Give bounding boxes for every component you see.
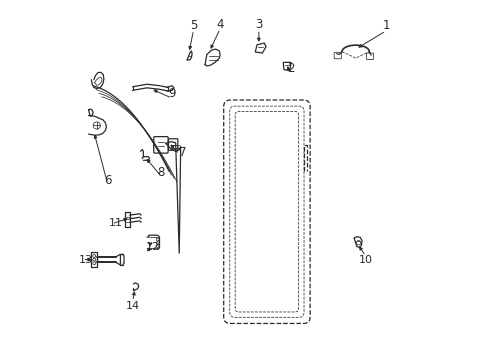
Text: 14: 14 <box>125 301 140 311</box>
Text: 10: 10 <box>358 255 372 265</box>
Text: 6: 6 <box>103 174 111 186</box>
Text: 1: 1 <box>382 19 389 32</box>
Text: 7: 7 <box>179 145 186 158</box>
Text: 8: 8 <box>157 166 164 179</box>
Text: 13: 13 <box>79 255 93 265</box>
Text: 11: 11 <box>109 218 123 228</box>
Text: 4: 4 <box>216 18 224 31</box>
Text: 2: 2 <box>286 62 294 75</box>
Text: 12: 12 <box>145 242 160 252</box>
Text: 3: 3 <box>255 18 262 31</box>
Text: 9: 9 <box>168 87 176 100</box>
Text: 5: 5 <box>189 19 197 32</box>
